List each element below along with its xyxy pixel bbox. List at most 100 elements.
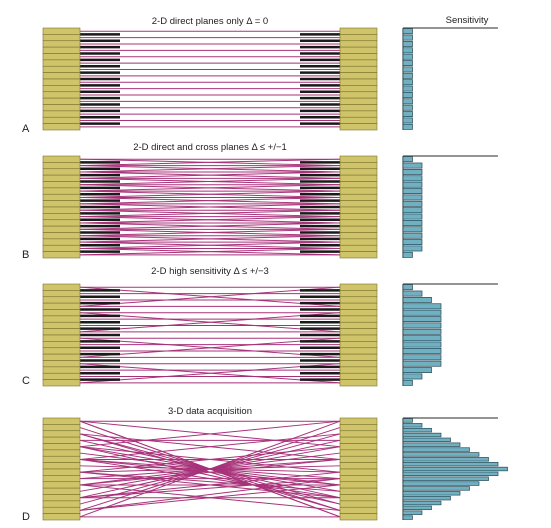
detector-element [340, 105, 377, 111]
detector-element [43, 450, 80, 456]
sensitivity-bar [403, 214, 422, 219]
detector-element [340, 431, 377, 437]
detector-element [43, 495, 80, 501]
detector-element [340, 354, 377, 360]
sensitivity-bar [403, 41, 413, 46]
sensitivity-bar [403, 419, 413, 423]
sensitivity-bar [403, 73, 413, 78]
detector-element [43, 156, 80, 162]
detector-element [43, 60, 80, 66]
sensitivity-bar [403, 208, 422, 213]
detector-element [340, 475, 377, 481]
detector-element [340, 456, 377, 462]
sensitivity-bar [403, 472, 498, 476]
detector-element [340, 322, 377, 328]
detector-element [43, 207, 80, 213]
detector-element [43, 245, 80, 251]
detector-element [43, 162, 80, 168]
sensitivity-bar [403, 48, 413, 53]
detector-element [43, 188, 80, 194]
sensitivity-histogram [403, 156, 498, 258]
sensitivity-bar [403, 342, 441, 347]
sensitivity-bar [403, 457, 489, 461]
detector-element [340, 252, 377, 258]
detector-element [43, 437, 80, 443]
detector-left [43, 156, 80, 258]
panel-d-geometry [43, 418, 508, 520]
detector-element [43, 226, 80, 232]
detector-element [340, 34, 377, 40]
detector-element [340, 488, 377, 494]
detector-element [43, 124, 80, 130]
detector-element [43, 297, 80, 303]
detector-element [340, 92, 377, 98]
detector-element [340, 156, 377, 162]
detector-element [43, 213, 80, 219]
sensitivity-bar [403, 487, 470, 491]
sensitivity-bar [403, 182, 422, 187]
detector-element [340, 226, 377, 232]
detector-element [340, 482, 377, 488]
detector-element [43, 220, 80, 226]
detector-element [340, 463, 377, 469]
sensitivity-bar [403, 496, 451, 500]
detector-left [43, 284, 80, 386]
detector-element [43, 316, 80, 322]
sensitivity-bar [403, 246, 422, 251]
detector-element [43, 469, 80, 475]
detector-element [43, 41, 80, 47]
detector-element [340, 335, 377, 341]
detector-element [43, 354, 80, 360]
detector-element [340, 41, 377, 47]
detector-element [43, 514, 80, 520]
sensitivity-bar [403, 482, 479, 486]
detector-right [340, 28, 377, 130]
detector-element [340, 450, 377, 456]
sensitivity-bar [403, 163, 422, 168]
detector-element [340, 111, 377, 117]
detector-element [340, 507, 377, 513]
detector-element [340, 162, 377, 168]
detector-left [43, 418, 80, 520]
detector-element [43, 501, 80, 507]
sensitivity-bar [403, 380, 413, 385]
detector-element [340, 73, 377, 79]
sensitivity-bar [403, 105, 413, 110]
detector-element [43, 341, 80, 347]
detector-element [43, 175, 80, 181]
detector-right [340, 418, 377, 520]
detector-element [340, 28, 377, 34]
detector-element [340, 284, 377, 290]
sensitivity-bar [403, 501, 441, 505]
panel-d: 3-D data acquisition D [22, 406, 508, 523]
detector-element [43, 47, 80, 53]
detector-element [340, 469, 377, 475]
detector-element [43, 28, 80, 34]
detector-element [43, 424, 80, 430]
detector-element [340, 220, 377, 226]
detector-element [340, 60, 377, 66]
sensitivity-bar [403, 92, 413, 97]
detector-element [43, 233, 80, 239]
sensitivity-bar [403, 443, 460, 447]
sensitivity-bar [403, 176, 422, 181]
detector-element [340, 373, 377, 379]
sensitivity-bar [403, 195, 422, 200]
sensitivity-bar [403, 157, 413, 162]
panel-c-geometry [43, 284, 498, 386]
sensitivity-bar [403, 304, 441, 309]
detector-element [43, 456, 80, 462]
detector-element [340, 444, 377, 450]
detector-element [43, 348, 80, 354]
detector-element [43, 418, 80, 424]
sensitivity-bar [403, 367, 432, 372]
sensitivity-bar [403, 329, 441, 334]
detector-element [340, 341, 377, 347]
sensitivity-bar [403, 60, 413, 65]
sensitivity-bar [403, 118, 413, 123]
sensitivity-bar [403, 506, 432, 510]
detector-element [43, 239, 80, 245]
detector-element [43, 34, 80, 40]
sensitivity-bar [403, 169, 422, 174]
sensitivity-bar [403, 348, 441, 353]
